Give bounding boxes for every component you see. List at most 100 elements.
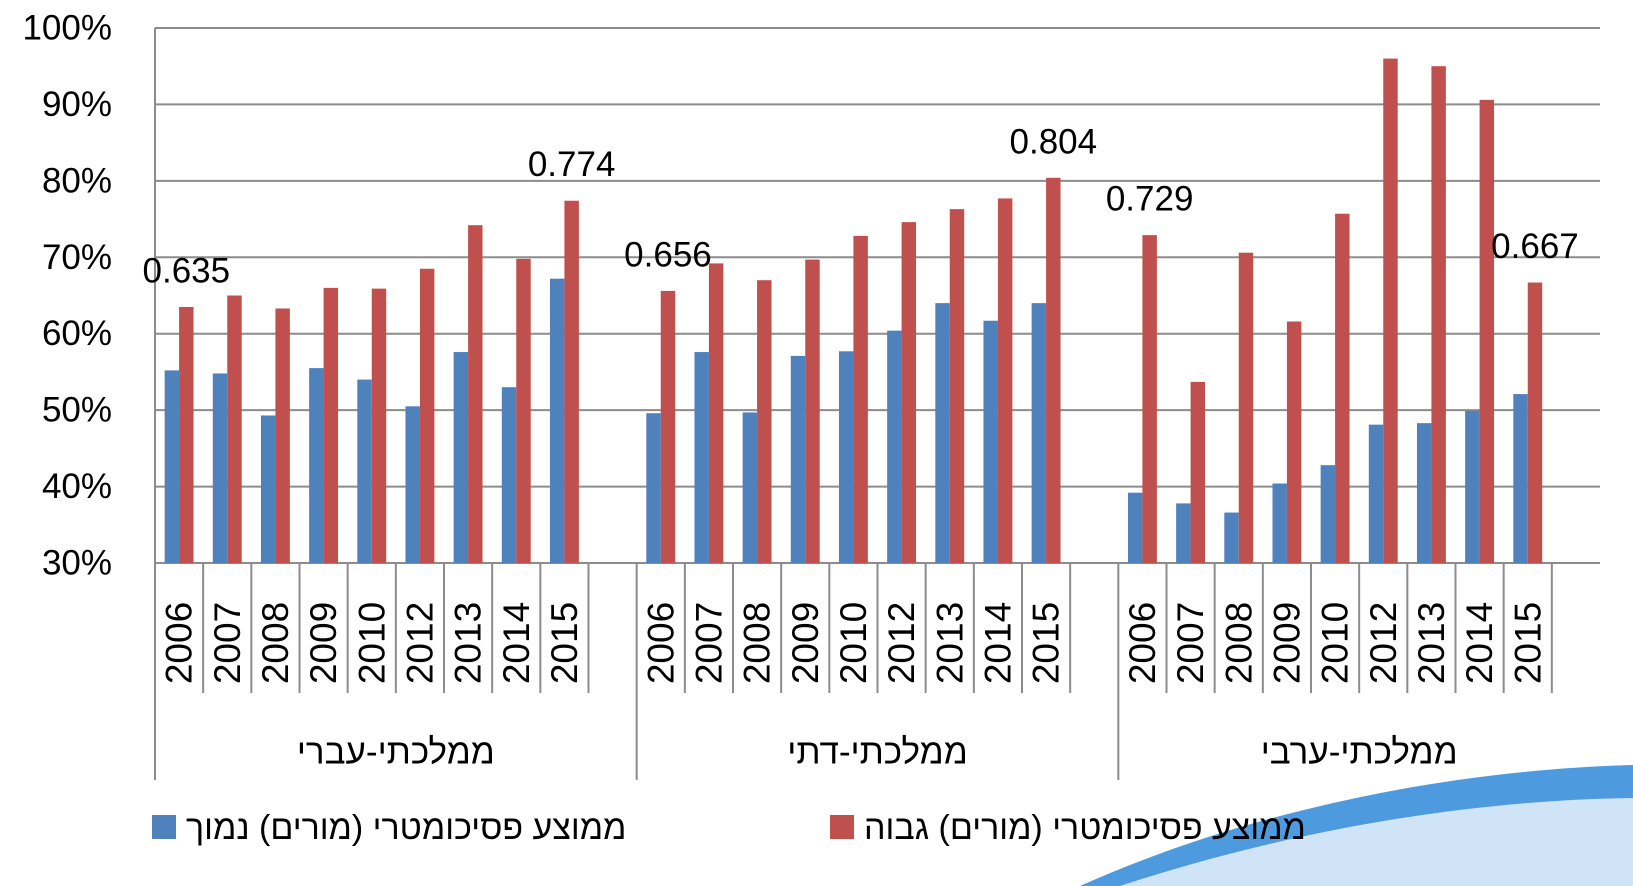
x-tick-label: 2008 — [737, 602, 778, 684]
x-tick-label: 2010 — [351, 602, 392, 684]
x-tick-label: 2006 — [640, 602, 681, 684]
x-tick-label: 2015 — [544, 602, 585, 684]
bar — [1287, 321, 1301, 563]
value-label: 0.667 — [1491, 227, 1579, 266]
bar — [935, 303, 949, 563]
bar — [1383, 59, 1397, 563]
x-tick-label: 2008 — [1218, 602, 1259, 684]
bar — [405, 406, 419, 563]
bar — [275, 308, 289, 563]
x-tick-label: 2009 — [785, 602, 826, 684]
value-label: 0.804 — [1010, 122, 1098, 161]
bar — [1128, 493, 1142, 563]
bar — [791, 356, 805, 563]
bar — [902, 222, 916, 563]
x-tick-label: 2010 — [1315, 602, 1356, 684]
x-tick-label: 2012 — [399, 602, 440, 684]
bar — [1176, 503, 1190, 563]
x-tick-label: 2014 — [496, 602, 537, 684]
x-tick-label: 2007 — [207, 602, 248, 684]
bar — [213, 373, 227, 563]
bar — [1528, 283, 1542, 563]
bar — [1369, 425, 1383, 563]
bar — [502, 387, 516, 563]
bar — [550, 279, 564, 563]
bar — [839, 351, 853, 563]
bar — [1032, 303, 1046, 563]
bar — [1142, 235, 1156, 563]
bar — [309, 368, 323, 563]
page: {"chart_data": {"type": "bar", "categori… — [0, 0, 1633, 886]
bar — [757, 280, 771, 563]
legend-label: ממוצע פסיכומטרי (מורים) גבוה — [864, 809, 1306, 847]
bar — [420, 269, 434, 563]
bar — [1272, 484, 1286, 563]
bar — [1513, 394, 1527, 563]
x-tick-label: 2015 — [1026, 602, 1067, 684]
x-tick-label: 2009 — [303, 602, 344, 684]
legend-swatch — [830, 815, 854, 839]
value-label: 0.656 — [624, 235, 712, 274]
bar — [1335, 214, 1349, 563]
bar — [646, 413, 660, 563]
bar — [709, 263, 723, 563]
bar — [1480, 100, 1494, 563]
group-label: ממלכתי-עברי — [297, 733, 495, 772]
bar — [694, 352, 708, 563]
bar — [454, 352, 468, 563]
y-tick-label: 60% — [42, 314, 112, 353]
legend-label: ממוצע פסיכומטרי (מורים) נמוך — [186, 809, 626, 847]
bar — [983, 321, 997, 563]
x-tick-label: 2009 — [1266, 602, 1307, 684]
bar — [1239, 253, 1253, 563]
bar — [227, 296, 241, 564]
x-tick-label: 2013 — [448, 602, 489, 684]
x-tick-label: 2015 — [1507, 602, 1548, 684]
x-tick-label: 2013 — [1411, 602, 1452, 684]
group-label: ממלכתי-דתי — [787, 733, 968, 772]
x-tick-label: 2013 — [929, 602, 970, 684]
bar — [805, 260, 819, 563]
value-label: 0.774 — [528, 145, 616, 184]
bar — [1046, 178, 1060, 563]
bar — [853, 236, 867, 563]
bar — [1321, 465, 1335, 563]
y-tick-label: 90% — [42, 85, 112, 124]
bar — [743, 412, 757, 563]
y-tick-label: 70% — [42, 238, 112, 277]
value-label: 0.729 — [1106, 180, 1194, 219]
x-tick-label: 2010 — [833, 602, 874, 684]
x-tick-label: 2012 — [1363, 602, 1404, 684]
bar — [324, 288, 338, 563]
bar — [661, 291, 675, 563]
chart: 30%40%50%60%70%80%90%100%0.6352006200720… — [0, 0, 1633, 886]
x-tick-label: 2014 — [977, 602, 1018, 684]
bar — [165, 370, 179, 563]
x-tick-label: 2006 — [159, 602, 200, 684]
bar — [564, 201, 578, 563]
y-tick-label: 80% — [42, 161, 112, 200]
bar — [261, 415, 275, 563]
bar — [468, 225, 482, 563]
group-label: ממלכתי-ערבי — [1261, 733, 1458, 772]
bar — [998, 198, 1012, 563]
bar — [950, 209, 964, 563]
bar — [372, 289, 386, 563]
bar — [1465, 411, 1479, 563]
y-tick-label: 30% — [42, 544, 112, 583]
x-tick-label: 2006 — [1122, 602, 1163, 684]
y-tick-label: 40% — [42, 467, 112, 506]
bar — [1191, 382, 1205, 563]
x-tick-label: 2012 — [881, 602, 922, 684]
bar — [887, 331, 901, 563]
bar — [516, 259, 530, 563]
y-tick-label: 100% — [22, 9, 112, 48]
x-tick-label: 2008 — [255, 602, 296, 684]
x-tick-label: 2007 — [1170, 602, 1211, 684]
bar — [179, 307, 193, 563]
bar — [1224, 513, 1238, 563]
x-tick-label: 2007 — [688, 602, 729, 684]
bar — [1431, 66, 1445, 563]
y-tick-label: 50% — [42, 391, 112, 430]
x-tick-label: 2014 — [1459, 602, 1500, 684]
